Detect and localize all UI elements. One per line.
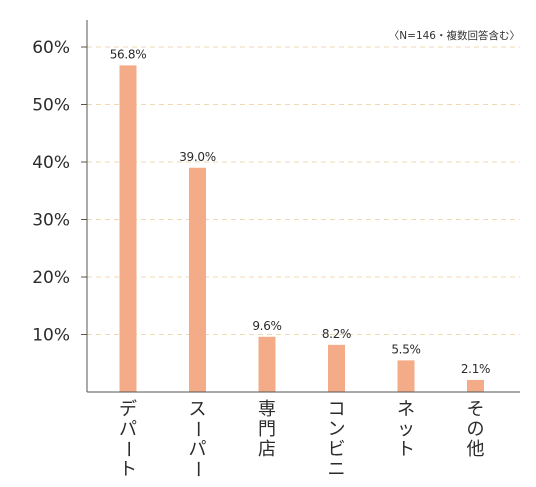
bar-3 <box>258 336 276 392</box>
bar-6 <box>467 379 484 392</box>
category-char: パ <box>189 439 207 460</box>
gridlines <box>87 46 520 335</box>
y-tick-label: 30% <box>32 211 70 231</box>
category-char: ー <box>187 420 208 438</box>
category-char: ト <box>119 459 137 480</box>
value-label: 5.5% <box>391 342 420 356</box>
labels: 10%20%30%40%50%60% 56.8%デパート39.0%スーパー9.6%… <box>32 38 490 480</box>
value-label: 9.6% <box>252 319 281 333</box>
category-label: その他 <box>467 399 485 460</box>
category-char: 他 <box>467 439 485 460</box>
category-char: デ <box>119 399 137 420</box>
category-char: パ <box>119 419 137 440</box>
category-char: ス <box>189 399 207 420</box>
y-tick-label: 20% <box>32 268 70 288</box>
sample-note: 〈N=146・複数回答含む〉 <box>389 29 520 42</box>
value-label: 2.1% <box>461 362 490 376</box>
category-char: そ <box>467 399 485 420</box>
bar-1 <box>119 65 137 393</box>
bars <box>119 65 484 393</box>
y-tick-label: 60% <box>32 38 70 58</box>
category-label: ネット <box>397 399 415 460</box>
bar-5 <box>397 360 415 392</box>
category-char: ビ <box>328 439 346 460</box>
y-tick-label: 40% <box>32 153 70 173</box>
category-char: 門 <box>258 419 276 440</box>
category-char: ー <box>187 460 208 478</box>
category-char: 専 <box>258 399 276 420</box>
value-label: 8.2% <box>322 327 351 341</box>
category-char: の <box>467 419 485 440</box>
category-char: ン <box>328 419 346 440</box>
value-label: 39.0% <box>179 150 216 164</box>
value-label: 56.8% <box>110 47 147 61</box>
category-char: ッ <box>397 419 415 440</box>
bar-2 <box>189 167 206 392</box>
category-char: 店 <box>258 439 276 460</box>
category-char: ネ <box>397 399 415 420</box>
category-char: コ <box>328 399 346 420</box>
bar-4 <box>328 344 345 392</box>
category-char: ー <box>117 440 138 458</box>
category-label: 専門店 <box>258 399 276 460</box>
y-tick-label: 10% <box>32 326 70 346</box>
y-tick-label: 50% <box>32 96 70 116</box>
category-char: ト <box>397 439 415 460</box>
axes <box>81 20 520 393</box>
category-char: ニ <box>328 459 346 480</box>
